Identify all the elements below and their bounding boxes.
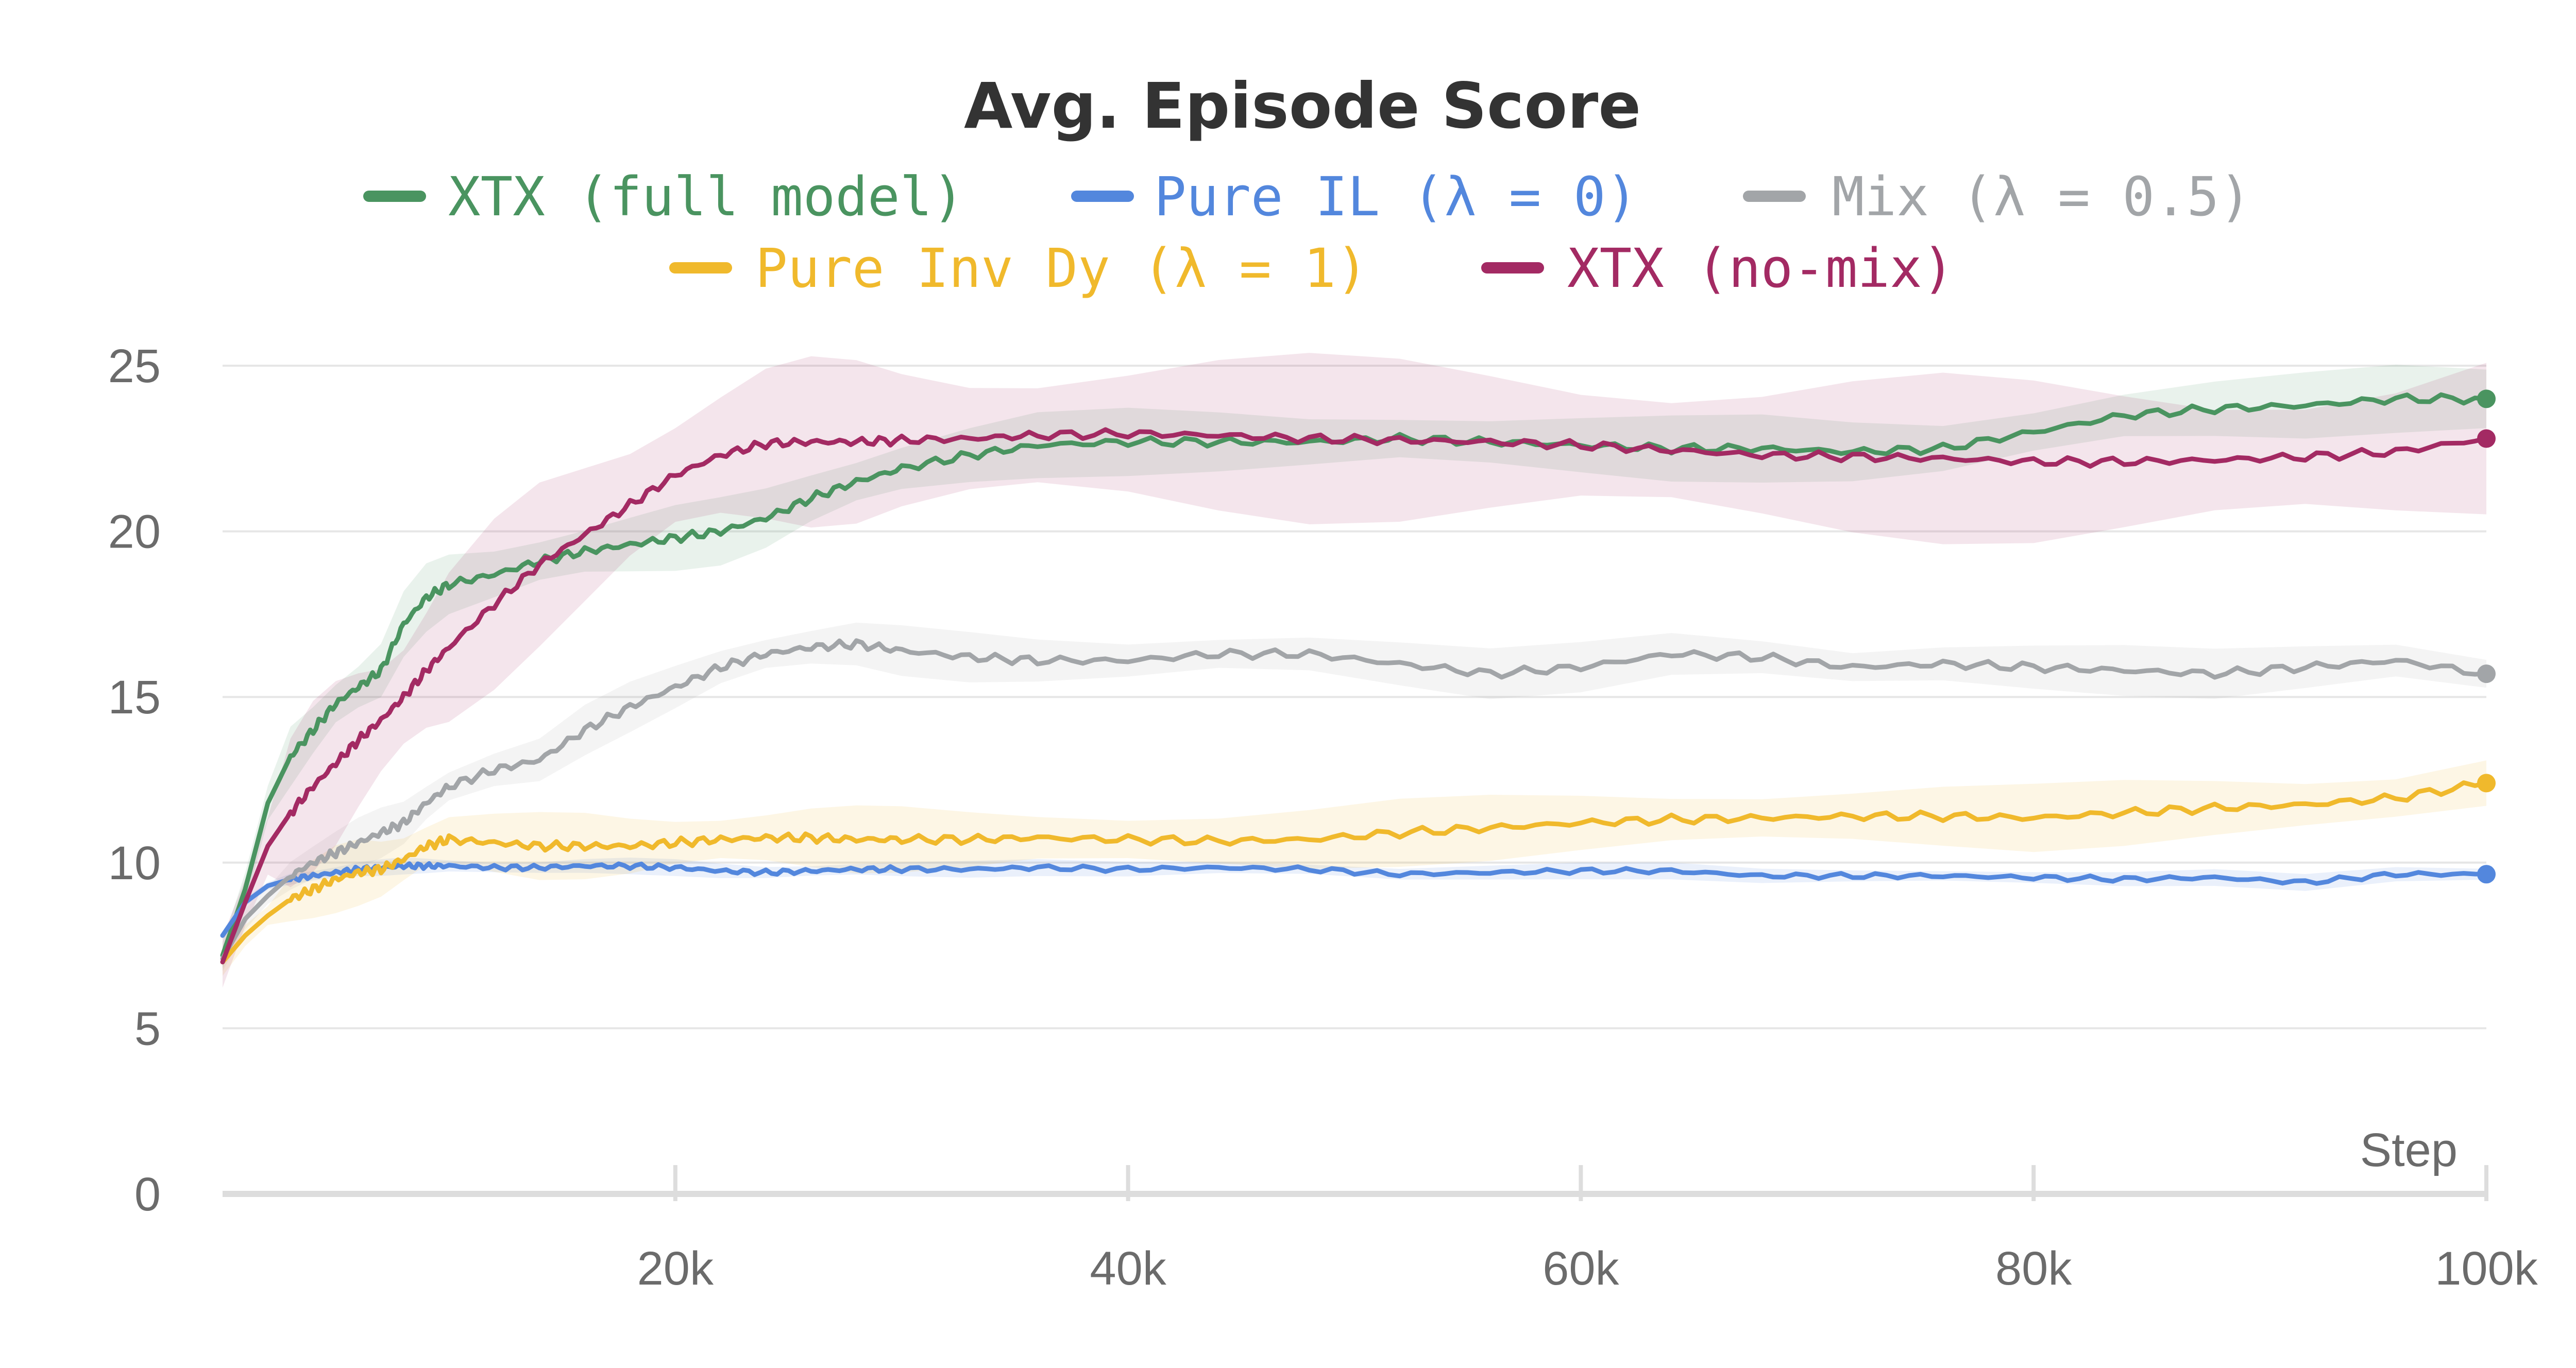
band-xtx-full-model — [223, 365, 2486, 969]
y-tick-label: 0 — [134, 1168, 161, 1221]
legend-label-pure-inv-dy: Pure Inv Dy (λ = 1) — [755, 237, 1368, 300]
end-marker-xtx-no-mix — [2477, 429, 2496, 448]
legend-item-xtx-no-mix[interactable]: XTX (no-mix) — [1481, 237, 1954, 300]
legend-item-pure-il[interactable]: Pure IL (λ = 0) — [1071, 165, 1638, 228]
legend: XTX (full model) Pure IL (λ = 0) Mix (λ … — [363, 165, 2251, 300]
legend-item-xtx-full-model[interactable]: XTX (full model) — [363, 165, 964, 228]
legend-label-xtx-full-model: XTX (full model) — [448, 165, 964, 228]
legend-label-xtx-no-mix: XTX (no-mix) — [1567, 237, 1954, 300]
y-tick-label: 15 — [108, 671, 161, 724]
x-tick-label: 100k — [2435, 1242, 2538, 1295]
x-tick-label: 60k — [1543, 1242, 1619, 1295]
x-axis-title: Step — [2360, 1124, 2458, 1176]
x-axis-ticks: 20k 40k 60k 80k 100k — [637, 1165, 2538, 1295]
end-marker-mix-0-5 — [2477, 664, 2496, 683]
y-axis-ticks: 0 5 10 15 20 25 — [108, 340, 161, 1221]
end-marker-xtx-full-model — [2477, 389, 2496, 408]
y-tick-label: 10 — [108, 837, 161, 890]
line-mix-0-5 — [220, 638, 2489, 961]
x-tick-label: 40k — [1090, 1242, 1166, 1295]
series-end-markers — [2477, 389, 2496, 884]
series-lines — [220, 392, 2489, 965]
y-tick-label: 20 — [108, 506, 161, 558]
x-tick-label: 20k — [637, 1242, 714, 1295]
y-tick-label: 25 — [108, 340, 161, 392]
legend-item-pure-inv-dy[interactable]: Pure Inv Dy (λ = 1) — [669, 237, 1368, 300]
end-marker-pure-il-0 — [2477, 865, 2496, 884]
legend-label-pure-il: Pure IL (λ = 0) — [1154, 165, 1638, 228]
y-tick-label: 5 — [134, 1002, 161, 1055]
line-pure-inv-dy-1 — [220, 780, 2489, 965]
band-pure-il-0 — [223, 857, 2486, 940]
legend-label-mix: Mix (λ = 0.5) — [1832, 165, 2251, 228]
chart-title: Avg. Episode Score — [964, 70, 1641, 143]
line-xtx-no-mix — [220, 427, 2489, 965]
legend-item-mix[interactable]: Mix (λ = 0.5) — [1743, 165, 2251, 228]
end-marker-pure-inv-dy-1 — [2477, 774, 2496, 793]
x-tick-label: 80k — [1995, 1242, 2072, 1295]
line-xtx-full-model — [220, 392, 2489, 958]
band-mix-0-5 — [223, 622, 2486, 971]
